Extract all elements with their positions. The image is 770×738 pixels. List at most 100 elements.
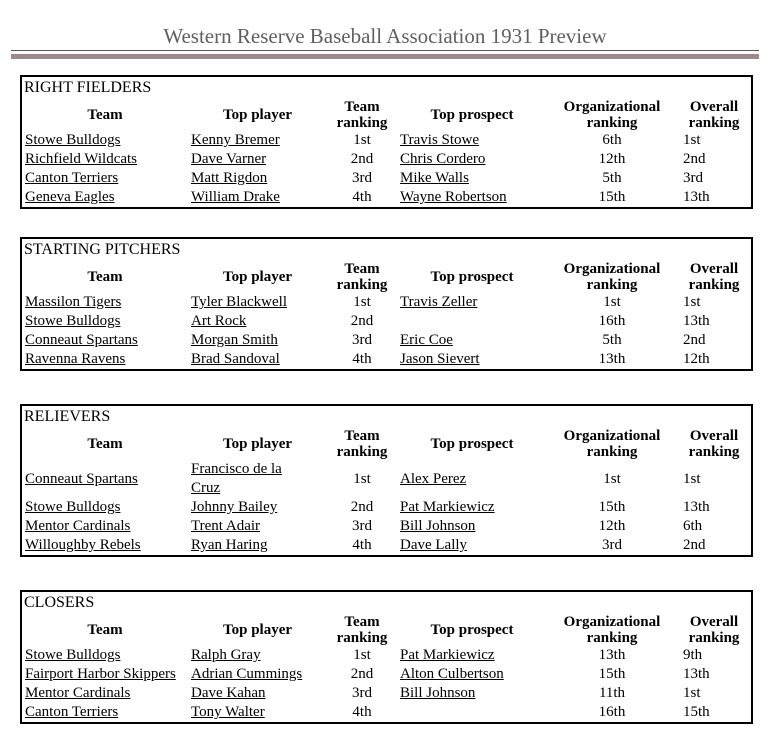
cell-top-prospect: Travis Zeller bbox=[400, 294, 478, 310]
table-header-row: Team Top player Team ranking Top prospect Or… bbox=[22, 260, 751, 293]
cell-team-ranking: 3rd bbox=[352, 685, 372, 701]
cell-organizational-ranking: 1st bbox=[603, 470, 621, 487]
cell-team-ranking: 4th bbox=[352, 537, 372, 553]
cell-team: Canton Terriers bbox=[25, 704, 119, 720]
header-team-ranking: Team ranking bbox=[336, 427, 388, 460]
table-body: Stowe Bulldogs Ralph Gray 1st Pat Markiewic… bbox=[22, 646, 751, 722]
header-top-player: Top player bbox=[222, 106, 293, 123]
cell-organizational-ranking: 1st bbox=[603, 294, 621, 310]
cell-top-prospect: Dave Lally bbox=[400, 537, 468, 553]
table-row: Stowe Bulldogs Johnny Bailey 2nd Pat Markie… bbox=[22, 498, 751, 517]
table-row: Willoughby Rebels Ryan Haring 4th Dave Lall… bbox=[22, 536, 751, 555]
table-relievers: RELIEVERS Team Top player Team ranking Top … bbox=[20, 404, 753, 557]
cell-organizational-ranking: 15th bbox=[598, 189, 626, 205]
cell-top-player: Ralph Gray bbox=[191, 647, 261, 663]
cell-organizational-ranking: 12th bbox=[598, 518, 626, 534]
table-body: Conneaut Spartans Francisco de la Cruz 1st… bbox=[22, 460, 751, 555]
cell-top-player: Adrian Cummings bbox=[191, 666, 303, 682]
cell-team: Canton Terriers bbox=[25, 170, 119, 186]
header-overall-ranking: Overall ranking bbox=[688, 260, 740, 293]
table-section-title: STARTING PITCHERS bbox=[24, 241, 181, 258]
cell-organizational-ranking: 12th bbox=[598, 151, 626, 167]
header-team: Team bbox=[87, 106, 123, 123]
cell-overall-ranking: 13th bbox=[683, 313, 710, 329]
table-starting-pitchers: STARTING PITCHERS Team Top player Team ran… bbox=[20, 237, 753, 371]
header-organizational-ranking: Organizational ranking bbox=[563, 98, 661, 131]
header-top-player: Top player bbox=[222, 621, 293, 638]
cell-organizational-ranking: 15th bbox=[598, 499, 626, 515]
cell-organizational-ranking: 13th bbox=[598, 351, 626, 367]
title-rule-thin-line bbox=[11, 50, 759, 54]
table-row: Canton Terriers Tony Walter 4th 16th 15th bbox=[22, 703, 751, 722]
table-body: Stowe Bulldogs Kenny Bremer 1st Travis Stow… bbox=[22, 131, 751, 207]
cell-overall-ranking: 13th bbox=[683, 499, 710, 515]
cell-organizational-ranking: 6th bbox=[602, 132, 622, 148]
cell-organizational-ranking: 13th bbox=[598, 647, 626, 663]
header-team-ranking: Team ranking bbox=[336, 98, 388, 131]
table-closers: CLOSERS Team Top player Team ranking Top pr… bbox=[20, 590, 753, 724]
cell-top-prospect: Travis Stowe bbox=[400, 132, 480, 148]
cell-top-prospect: Alton Culbertson bbox=[400, 666, 504, 682]
cell-overall-ranking: 15th bbox=[683, 704, 710, 720]
table-row: Mentor Cardinals Trent Adair 3rd Bill Johns… bbox=[22, 517, 751, 536]
cell-team-ranking: 2nd bbox=[350, 499, 374, 515]
cell-top-player: Brad Sandoval bbox=[191, 351, 280, 367]
header-organizational-ranking: Organizational ranking bbox=[563, 260, 661, 293]
cell-organizational-ranking: 16th bbox=[598, 313, 626, 329]
cell-top-prospect: Eric Coe bbox=[400, 332, 453, 348]
table-row: Ravenna Ravens Brad Sandoval 4th Jason Siev… bbox=[22, 350, 751, 369]
cell-top-prospect: Wayne Robertson bbox=[400, 189, 507, 205]
table-row: Massilon Tigers Tyler Blackwell 1st Travis … bbox=[22, 293, 751, 312]
cell-team: Conneaut Spartans bbox=[25, 332, 138, 348]
cell-organizational-ranking: 5th bbox=[602, 170, 622, 186]
table-section-title: CLOSERS bbox=[24, 594, 95, 611]
cell-top-player: Ryan Haring bbox=[191, 537, 268, 553]
cell-top-player: Tony Walter bbox=[191, 704, 265, 720]
cell-overall-ranking: 6th bbox=[683, 518, 703, 534]
header-overall-ranking: Overall ranking bbox=[688, 427, 740, 460]
cell-team-ranking: 4th bbox=[352, 704, 372, 720]
cell-organizational-ranking: 3rd bbox=[602, 537, 622, 553]
cell-top-player: William Drake bbox=[191, 189, 280, 205]
cell-top-player: Dave Kahan bbox=[191, 685, 266, 701]
cell-team: Fairport Harbor Skippers bbox=[25, 666, 176, 682]
cell-overall-ranking: 9th bbox=[683, 647, 703, 663]
cell-overall-ranking: 1st bbox=[683, 294, 701, 310]
cell-team-ranking: 2nd bbox=[350, 666, 374, 682]
cell-team-ranking: 1st bbox=[353, 294, 371, 310]
cell-top-player: Dave Varner bbox=[191, 151, 267, 167]
cell-team-ranking: 3rd bbox=[352, 170, 372, 186]
cell-organizational-ranking: 11th bbox=[598, 685, 626, 701]
cell-team-ranking: 2nd bbox=[350, 313, 374, 329]
cell-organizational-ranking: 16th bbox=[598, 704, 626, 720]
cell-overall-ranking: 13th bbox=[683, 189, 710, 205]
cell-team-ranking: 4th bbox=[352, 189, 372, 205]
header-team-ranking: Team ranking bbox=[336, 260, 388, 293]
cell-team: Willoughby Rebels bbox=[25, 537, 141, 553]
cell-overall-ranking: 1st bbox=[683, 132, 701, 148]
header-overall-ranking: Overall ranking bbox=[688, 98, 740, 131]
header-top-player: Top player bbox=[222, 435, 293, 452]
cell-team: Ravenna Ravens bbox=[25, 351, 126, 367]
header-top-prospect: Top prospect bbox=[430, 106, 514, 123]
cell-top-prospect: Alex Perez bbox=[400, 470, 467, 487]
header-team-ranking: Team ranking bbox=[336, 613, 388, 646]
table-right-fielders: RIGHT FIELDERS Team Top player Team rankin… bbox=[20, 75, 753, 209]
cell-top-prospect: Chris Cordero bbox=[400, 151, 486, 167]
cell-team: Stowe Bulldogs bbox=[25, 313, 121, 329]
cell-overall-ranking: 2nd bbox=[683, 537, 706, 553]
table-row: Conneaut Spartans Morgan Smith 3rd Eric Coe… bbox=[22, 331, 751, 350]
table-header-row: Team Top player Team ranking Top prospect Or… bbox=[22, 98, 751, 131]
table-header-row: Team Top player Team ranking Top prospect Or… bbox=[22, 427, 751, 460]
table-body: Massilon Tigers Tyler Blackwell 1st Travis … bbox=[22, 293, 751, 369]
cell-organizational-ranking: 15th bbox=[598, 666, 626, 682]
title-rule-thick-line bbox=[11, 54, 759, 59]
table-row: Richfield Wildcats Dave Varner 2nd Chris Co… bbox=[22, 150, 751, 169]
header-top-prospect: Top prospect bbox=[430, 435, 514, 452]
cell-overall-ranking: 1st bbox=[683, 685, 701, 701]
cell-top-player: Francisco de la Cruz bbox=[191, 461, 282, 496]
cell-overall-ranking: 1st bbox=[683, 470, 701, 487]
cell-top-player: Kenny Bremer bbox=[191, 132, 280, 148]
cell-team: Stowe Bulldogs bbox=[25, 647, 121, 663]
header-organizational-ranking: Organizational ranking bbox=[563, 427, 661, 460]
